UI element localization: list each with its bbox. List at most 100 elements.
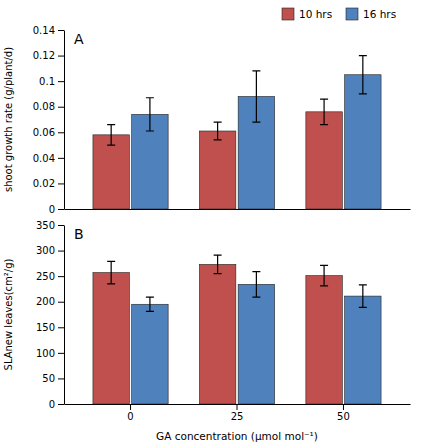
tick-mark [58,81,64,82]
error-bar [107,261,115,284]
tick-mark [58,404,64,405]
tick-label: 150 [36,322,55,333]
tick-mark [58,183,64,184]
tick-label: 0.08 [33,101,55,112]
tick: 350 [36,220,64,231]
tick: 25 [231,404,244,422]
error-bar [214,255,222,273]
x-axis: 0 25 50 [65,404,411,422]
tick: 0 [127,404,133,422]
tick-label: 250 [36,271,55,282]
x-axis-title: GA concentration (μmol mol⁻¹) [156,430,318,442]
tick-mark [58,302,64,303]
tick-label: 25 [231,411,244,422]
tick: 150 [36,322,64,333]
legend-swatch [282,8,294,20]
legend-label: 10 hrs [299,8,332,20]
tick-mark [130,404,131,410]
tick-label: 50 [42,373,55,384]
chart: 0 0.02 0.04 0.06 0.08 0.1 0.12 0.14 Ashoot growt… [0,0,426,448]
x-axis [65,209,411,210]
error-bar [252,71,260,122]
error-bar [359,56,367,94]
tick: 0 [49,399,64,410]
tick-label: 0.12 [33,50,55,61]
tick-mark [58,209,64,210]
error-bar [107,125,115,145]
bar-series [132,272,381,404]
tick-mark [343,404,344,410]
tick: 300 [36,245,64,256]
tick: 0.1 [39,76,64,87]
bar-series [132,56,381,209]
y-axis: 0 0.02 0.04 0.06 0.08 0.1 0.12 0.14 [33,25,65,215]
tick-label: 0 [127,411,133,422]
tick-label: 300 [36,245,55,256]
panel: 0 0.02 0.04 0.06 0.08 0.1 0.12 0.14 Ashoot growt… [3,8,411,215]
y-axis: 0 50 100 150 200 250 300 350 [36,220,65,410]
error-bar [146,297,154,311]
tick-label: 0.02 [33,178,55,189]
legend-swatch [346,8,358,20]
tick-mark [58,378,64,379]
bar [93,273,129,404]
tick: 0 [49,204,64,215]
tick-mark [58,56,64,57]
error-bar [359,285,367,308]
axis-line [64,31,65,210]
tick-mark [58,225,64,226]
plot-area [93,255,381,404]
tick: 50 [337,404,350,422]
tick: 0.12 [33,50,64,61]
panel: 0 50 100 150 200 250 300 350 0 25 50 B SLAnew leaves… [3,220,411,442]
bar [306,112,342,209]
tick: 0.08 [33,101,64,112]
y-axis-title: shoot growth rate (g/plant/d) [3,47,14,192]
plot-area [93,56,381,209]
error-bar [146,98,154,131]
tick: 50 [42,373,64,384]
legend-label: 16 hrs [363,8,396,20]
tick-label: 50 [337,411,350,422]
bar [345,75,381,209]
tick-mark [58,251,64,252]
legend-entry: 10 hrs [282,8,332,20]
axis-line [65,209,411,210]
bar [199,131,235,209]
tick: 250 [36,271,64,282]
bar [238,284,274,404]
error-bar [320,265,328,285]
tick-label: 0.06 [33,127,55,138]
tick: 0.04 [33,153,64,164]
panel-label: A [74,31,84,47]
tick-mark [237,404,238,410]
tick: 0.02 [33,178,64,189]
tick: 200 [36,296,64,307]
tick-label: 200 [36,296,55,307]
bar [132,304,168,404]
tick-mark [58,30,64,31]
tick-mark [58,132,64,133]
bar [345,296,381,404]
tick: 0.14 [33,25,64,36]
legend-entry: 16 hrs [346,8,396,20]
panel-label: B [74,226,84,242]
bar [306,276,342,404]
tick: 0.06 [33,127,64,138]
tick-label: 0 [49,399,55,410]
y-axis-title: SLAnew leaves(cm²/g) [3,258,14,370]
bar [93,135,129,209]
tick-mark [58,158,64,159]
error-bar [320,99,328,125]
error-bar [214,122,222,140]
tick-mark [58,107,64,108]
tick-label: 100 [36,348,55,359]
legend: 10 hrs 16 hrs [282,8,396,20]
tick-label: 350 [36,220,55,231]
error-bar [252,272,260,298]
tick-mark [58,327,64,328]
tick-mark [58,353,64,354]
tick-label: 0 [49,204,55,215]
tick-label: 0.04 [33,153,55,164]
bar-series [93,255,342,404]
